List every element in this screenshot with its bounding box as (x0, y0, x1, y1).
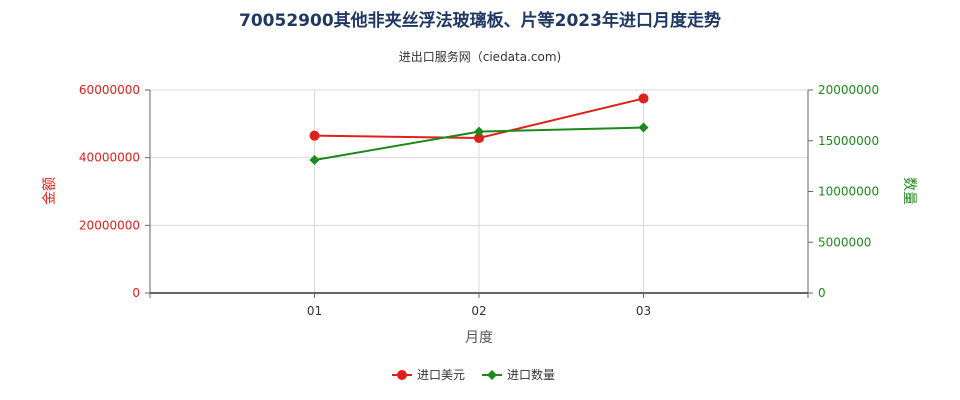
left-axis-title: 金额 (42, 177, 58, 205)
grid-lines (150, 89, 808, 293)
right-axis-ticks: 0 5000000 10000000 15000000 20000000 (808, 83, 879, 300)
chart-title: 70052900其他非夹丝浮法玻璃板、片等2023年进口月度走势 (239, 10, 721, 31)
legend-item: 进口美元 (392, 368, 465, 382)
right-axis-title: 数量 (901, 177, 917, 205)
right-tick-label: 0 (818, 286, 826, 300)
left-tick-label: 40000000 (79, 151, 140, 165)
x-tick-label: 01 (307, 304, 322, 318)
x-tick-label: 02 (471, 304, 486, 318)
data-point (309, 155, 320, 166)
x-axis-title: 月度 (465, 330, 493, 346)
series (309, 93, 649, 166)
legend-swatch-marker (397, 370, 407, 380)
legend-label: 进口数量 (507, 367, 555, 382)
x-axis-ticks: 01 02 03 (149, 293, 809, 318)
data-point (638, 93, 649, 104)
x-tick-label: 03 (636, 304, 651, 318)
legend-swatch-marker (487, 370, 497, 380)
legend-item: 进口数量 (482, 367, 555, 382)
right-tick-label: 20000000 (818, 83, 879, 97)
data-point (474, 126, 484, 137)
right-tick-label: 15000000 (818, 134, 879, 148)
right-tick-label: 5000000 (818, 235, 871, 249)
legend-label: 进口美元 (417, 368, 465, 382)
data-point (474, 133, 484, 144)
right-tick-label: 10000000 (818, 185, 879, 199)
left-tick-label: 60000000 (79, 83, 140, 97)
data-point (638, 122, 649, 133)
left-tick-label: 20000000 (79, 218, 140, 232)
series-2 (309, 122, 649, 166)
data-point (309, 130, 320, 141)
left-tick-label: 0 (132, 286, 140, 300)
chart-subtitle: 进出口服务网（ciedata.com) (399, 49, 561, 64)
left-axis-ticks: 0 20000000 40000000 60000000 (79, 83, 150, 300)
legend: 进口美元 进口数量 (392, 367, 555, 382)
series-1 (309, 93, 649, 144)
